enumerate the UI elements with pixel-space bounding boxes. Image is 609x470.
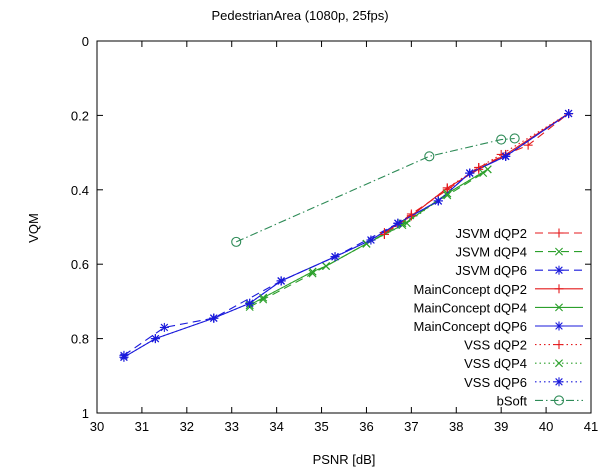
legend-label: bSoft: [497, 393, 528, 408]
data-point: [308, 267, 317, 276]
y-axis-label: VQM: [26, 213, 41, 243]
data-point: [231, 236, 242, 247]
data-point: [366, 235, 376, 245]
data-point: [474, 162, 484, 172]
x-axis-label: PSNR [dB]: [313, 452, 376, 467]
data-point: [443, 191, 452, 200]
data-point: [276, 276, 286, 286]
x-tick-label: 30: [90, 419, 104, 434]
legend-marker: [554, 340, 564, 350]
legend-marker: [554, 228, 564, 238]
legend-entry: VSS dQP4: [464, 356, 583, 371]
legend-entry: JSVM dQP2: [455, 226, 583, 241]
data-point: [465, 168, 475, 178]
y-tick-label: 0.2: [71, 108, 89, 123]
legend-label: VSS dQP2: [464, 338, 527, 353]
legend-label: VSS dQP4: [464, 356, 527, 371]
data-point: [245, 298, 255, 308]
data-point: [433, 196, 443, 206]
legend-marker: [554, 284, 564, 294]
data-point: [442, 183, 452, 193]
legend-marker: [555, 359, 563, 368]
legend-entry: bSoft: [497, 393, 583, 408]
legend-label: JSVM dQP4: [455, 245, 527, 260]
legend-label: MainConcept dQP4: [414, 300, 527, 315]
y-tick-label: 0: [82, 34, 89, 49]
legend-label: MainConcept dQP6: [414, 319, 527, 334]
series-9: [231, 133, 520, 247]
x-tick-label: 40: [539, 419, 553, 434]
x-tick-label: 41: [584, 419, 598, 434]
series-line: [249, 168, 488, 306]
data-point: [509, 133, 520, 144]
legend-entry: MainConcept dQP2: [414, 282, 583, 297]
y-tick-label: 0.8: [71, 332, 89, 347]
x-tick-label: 39: [494, 419, 508, 434]
x-tick-label: 34: [269, 419, 283, 434]
legend-label: JSVM dQP6: [455, 263, 527, 278]
data-point: [379, 229, 389, 239]
x-tick-label: 32: [180, 419, 194, 434]
series-8: [119, 109, 574, 362]
x-tick-label: 33: [224, 419, 238, 434]
data-point: [564, 109, 574, 119]
y-tick-label: 0.6: [71, 257, 89, 272]
legend-entry: JSVM dQP6: [455, 263, 583, 278]
chart-title: PedestrianArea (1080p, 25fps): [211, 8, 388, 23]
data-point: [119, 352, 129, 362]
data-point: [259, 295, 268, 304]
data-point: [483, 165, 492, 174]
data-point: [209, 313, 219, 323]
series-line: [235, 137, 515, 243]
legend-marker: [555, 303, 563, 312]
legend-marker: [553, 395, 565, 406]
legend-label: JSVM dQP2: [455, 226, 527, 241]
legend: JSVM dQP2 JSVM dQP4 JSVM dQP6 MainConcept d…: [414, 226, 583, 408]
plot-frame: [96, 40, 592, 414]
x-tick-label: 36: [359, 419, 373, 434]
series-line: [123, 113, 569, 358]
series-0: [379, 109, 574, 239]
data-point: [150, 334, 160, 344]
legend-label: MainConcept dQP2: [414, 282, 527, 297]
data-point: [159, 322, 169, 332]
legend-marker: [554, 265, 564, 275]
data-point: [259, 293, 268, 302]
data-point: [443, 189, 452, 198]
x-tick-label: 31: [135, 419, 149, 434]
legend-marker: [554, 377, 564, 387]
legend-entry: JSVM dQP4: [455, 245, 583, 260]
x-tick-label: 38: [449, 419, 463, 434]
data-point: [402, 219, 411, 228]
axis-ticks: 30 31 32 33 34 35 36 37 38 39 40 41 0 0.2 0.4 0.6 0.8 1: [71, 34, 598, 434]
data-point: [322, 262, 331, 271]
legend-marker: [555, 247, 563, 256]
data-point: [393, 218, 403, 228]
data-point: [496, 134, 507, 145]
data-point: [523, 140, 533, 150]
legend-entry: MainConcept dQP6: [414, 319, 583, 334]
x-tick-label: 35: [314, 419, 328, 434]
y-tick-label: 0.4: [71, 183, 89, 198]
series-3: [379, 109, 574, 238]
legend-entry: VSS dQP6: [464, 375, 583, 390]
legend-label: VSS dQP6: [464, 375, 527, 390]
data-point: [424, 151, 435, 162]
data-point: [330, 252, 340, 262]
series-7: [245, 165, 492, 310]
legend-entry: VSS dQP2: [464, 338, 583, 353]
x-tick-label: 37: [404, 419, 418, 434]
data-point: [501, 151, 511, 161]
legend-marker: [554, 321, 564, 331]
data-point: [406, 211, 416, 221]
series-line: [384, 113, 569, 234]
legend-entry: MainConcept dQP4: [414, 300, 583, 315]
y-tick-label: 1: [82, 406, 89, 421]
series-6: [379, 109, 574, 239]
series-layer: [119, 109, 574, 362]
